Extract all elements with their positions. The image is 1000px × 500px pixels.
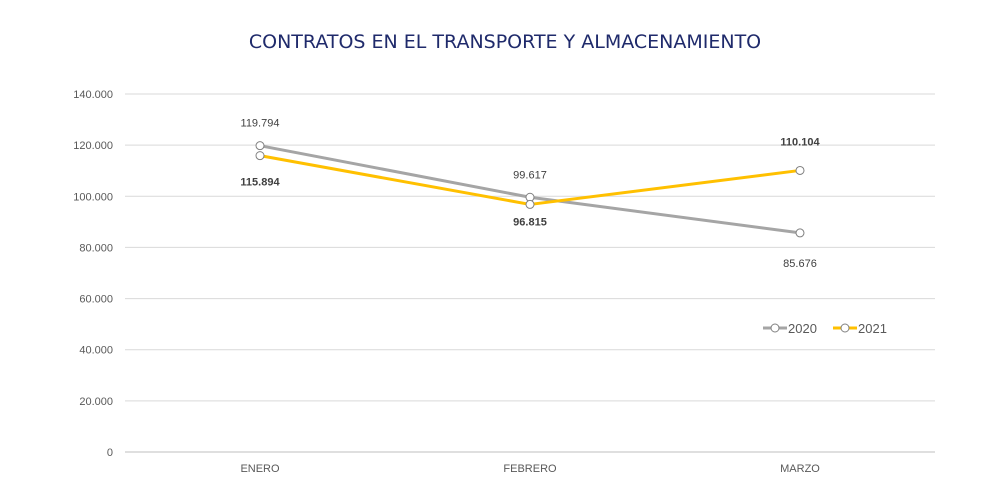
y-tick-label: 60.000 <box>79 294 113 306</box>
y-tick-label: 40.000 <box>79 345 113 357</box>
y-tick-label: 100.000 <box>73 191 113 203</box>
data-label-2020: 99.617 <box>513 169 547 181</box>
x-tick-label: ENERO <box>240 463 280 475</box>
data-point-2021 <box>255 151 265 161</box>
y-tick-label: 120.000 <box>73 140 113 152</box>
data-label-2021: 115.894 <box>240 177 280 189</box>
y-tick-label: 0 <box>107 447 113 459</box>
chart-title: CONTRATOS EN EL TRANSPORTE Y ALMACENAMIE… <box>249 31 761 53</box>
y-tick-label: 80.000 <box>79 242 113 254</box>
y-tick-label: 20.000 <box>79 396 113 408</box>
legend-marker-2021 <box>840 323 850 333</box>
data-label-2021: 110.104 <box>780 136 820 148</box>
data-point-2021 <box>795 165 805 175</box>
data-label-2020: 85.676 <box>783 258 817 270</box>
data-point-2020 <box>795 228 805 238</box>
x-tick-label: MARZO <box>780 463 820 475</box>
x-tick-label: FEBRERO <box>503 463 557 475</box>
data-point-2021 <box>525 199 535 209</box>
legend-label-2021: 2021 <box>858 321 887 336</box>
legend-marker-2020 <box>770 323 780 333</box>
data-point-2020 <box>255 141 265 151</box>
data-label-2020: 119.794 <box>241 118 280 130</box>
data-label-2021: 96.815 <box>513 216 547 228</box>
y-tick-label: 140.000 <box>73 89 113 101</box>
legend-label-2020: 2020 <box>788 321 817 336</box>
